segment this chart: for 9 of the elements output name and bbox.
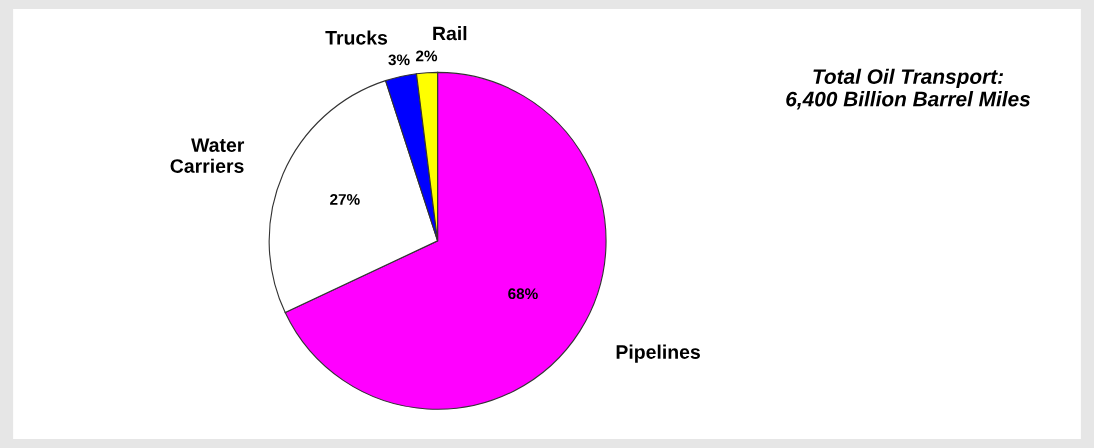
slice-label: Trucks bbox=[325, 30, 388, 45]
data-label: 27% bbox=[330, 193, 360, 205]
slice-label: Pipelines bbox=[616, 344, 700, 363]
data-label: 2% bbox=[415, 50, 438, 62]
data-label: 3% bbox=[388, 54, 410, 66]
slice-label: Rail bbox=[433, 26, 467, 41]
data-label: 68% bbox=[508, 288, 538, 300]
text: Total Oil Transport: 6,400 Billion Barrel Miles bbox=[786, 68, 1031, 110]
slice-label: Water Carriers bbox=[170, 138, 245, 173]
